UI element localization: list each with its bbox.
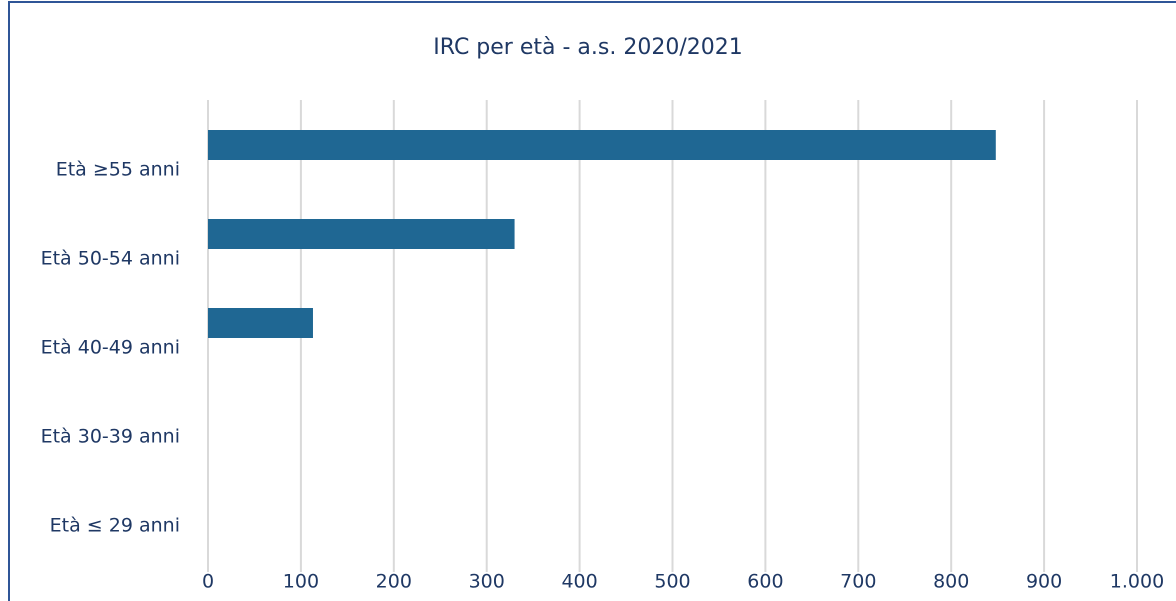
x-tick-label: 1.000 xyxy=(1110,571,1164,593)
y-tick-label: Età 50-54 anni xyxy=(41,248,180,270)
bar xyxy=(208,130,996,160)
x-tick-label: 100 xyxy=(283,571,319,593)
x-tick-label: 0 xyxy=(202,571,214,593)
x-tick-label: 700 xyxy=(840,571,876,593)
x-tick-label: 300 xyxy=(469,571,505,593)
bar xyxy=(208,219,515,249)
bar xyxy=(208,308,313,338)
x-tick-label: 500 xyxy=(654,571,690,593)
chart-frame xyxy=(8,1,1176,601)
x-tick-label: 900 xyxy=(1026,571,1062,593)
y-tick-label: Età 30-39 anni xyxy=(41,426,180,448)
y-tick-label: Età 40-49 anni xyxy=(41,337,180,359)
x-tick-label: 400 xyxy=(561,571,597,593)
x-tick-label: 200 xyxy=(376,571,412,593)
x-tick-label: 600 xyxy=(747,571,783,593)
y-tick-label: Età ≤ 29 anni xyxy=(50,515,180,537)
x-tick-label: 800 xyxy=(933,571,969,593)
chart-title: IRC per età - a.s. 2020/2021 xyxy=(433,35,742,60)
y-tick-label: Età ≥55 anni xyxy=(56,159,180,181)
